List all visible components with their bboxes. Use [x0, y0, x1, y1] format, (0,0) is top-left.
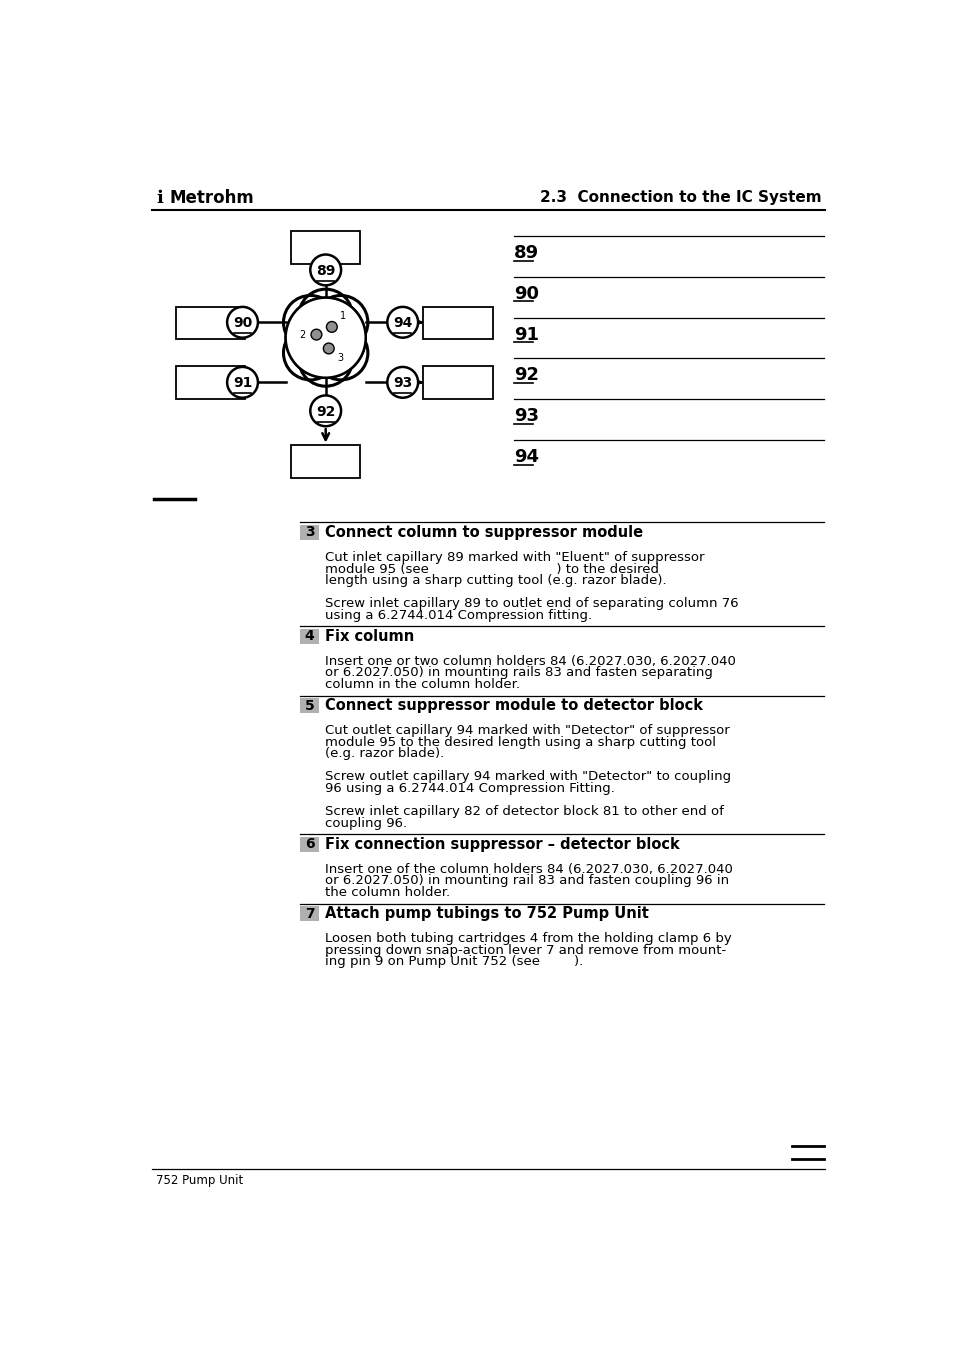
Text: 93: 93: [393, 376, 412, 390]
Text: Screw inlet capillary 82 of detector block 81 to other end of: Screw inlet capillary 82 of detector blo…: [325, 805, 723, 819]
Text: Fix column: Fix column: [325, 630, 414, 644]
Text: coupling 96.: coupling 96.: [325, 816, 407, 830]
Text: 89: 89: [315, 263, 335, 278]
Circle shape: [227, 367, 257, 397]
Text: 91: 91: [514, 326, 538, 343]
FancyBboxPatch shape: [291, 446, 360, 478]
Text: Metrohm: Metrohm: [170, 189, 253, 207]
Circle shape: [387, 307, 417, 338]
Text: 94: 94: [393, 316, 412, 330]
Text: Insert one of the column holders 84 (6.2027.030, 6.2027.040: Insert one of the column holders 84 (6.2…: [325, 863, 732, 875]
Text: 2: 2: [299, 330, 305, 339]
Text: 7: 7: [304, 907, 314, 920]
Text: 6: 6: [304, 838, 314, 851]
Text: 89: 89: [514, 245, 538, 262]
Text: 94: 94: [514, 449, 538, 466]
FancyBboxPatch shape: [300, 628, 318, 644]
Text: module 95 (see                              ) to the desired: module 95 (see ) to the desired: [325, 562, 659, 576]
Text: Cut inlet capillary 89 marked with "Eluent" of suppressor: Cut inlet capillary 89 marked with "Elue…: [325, 551, 703, 563]
Text: 4: 4: [304, 630, 314, 643]
Circle shape: [310, 396, 341, 426]
Circle shape: [285, 297, 365, 378]
Circle shape: [326, 322, 336, 332]
Text: the column holder.: the column holder.: [325, 886, 450, 898]
Text: 2.3  Connection to the IC System: 2.3 Connection to the IC System: [539, 190, 821, 205]
Text: Attach pump tubings to 752 Pump Unit: Attach pump tubings to 752 Pump Unit: [325, 907, 648, 921]
Circle shape: [323, 343, 334, 354]
Text: 752 Pump Unit: 752 Pump Unit: [156, 1174, 243, 1188]
FancyBboxPatch shape: [300, 907, 318, 921]
Text: 93: 93: [514, 407, 538, 426]
Text: Loosen both tubing cartridges 4 from the holding clamp 6 by: Loosen both tubing cartridges 4 from the…: [325, 932, 731, 946]
Circle shape: [310, 254, 341, 285]
FancyBboxPatch shape: [175, 366, 245, 399]
Text: (e.g. razor blade).: (e.g. razor blade).: [325, 747, 444, 761]
Text: Screw inlet capillary 89 to outlet end of separating column 76: Screw inlet capillary 89 to outlet end o…: [325, 597, 738, 611]
Circle shape: [311, 330, 321, 340]
Text: pressing down snap-action lever 7 and remove from mount-: pressing down snap-action lever 7 and re…: [325, 943, 725, 957]
Text: Insert one or two column holders 84 (6.2027.030, 6.2027.040: Insert one or two column holders 84 (6.2…: [325, 655, 735, 667]
Text: 3: 3: [304, 526, 314, 539]
FancyBboxPatch shape: [175, 307, 245, 339]
FancyBboxPatch shape: [291, 231, 360, 263]
Text: 3: 3: [336, 353, 343, 363]
FancyBboxPatch shape: [423, 366, 493, 399]
FancyBboxPatch shape: [423, 307, 493, 339]
Text: Screw outlet capillary 94 marked with "Detector" to coupling: Screw outlet capillary 94 marked with "D…: [325, 770, 730, 784]
Text: 96 using a 6.2744.014 Compression Fitting.: 96 using a 6.2744.014 Compression Fittin…: [325, 782, 614, 794]
Text: using a 6.2744.014 Compression fitting.: using a 6.2744.014 Compression fitting.: [325, 609, 592, 621]
Text: 92: 92: [514, 366, 538, 385]
Text: or 6.2027.050) in mounting rails 83 and fasten separating: or 6.2027.050) in mounting rails 83 and …: [325, 666, 712, 680]
Text: ing pin 9 on Pump Unit 752 (see        ).: ing pin 9 on Pump Unit 752 (see ).: [325, 955, 582, 969]
Text: module 95 to the desired length using a sharp cutting tool: module 95 to the desired length using a …: [325, 736, 715, 748]
Text: Fix connection suppressor – detector block: Fix connection suppressor – detector blo…: [325, 836, 679, 852]
Circle shape: [227, 307, 257, 338]
Text: Connect suppressor module to detector block: Connect suppressor module to detector bl…: [325, 698, 702, 713]
Text: 1: 1: [340, 311, 346, 320]
Text: Cut outlet capillary 94 marked with "Detector" of suppressor: Cut outlet capillary 94 marked with "Det…: [325, 724, 729, 738]
Text: 5: 5: [304, 698, 314, 713]
Text: 92: 92: [315, 404, 335, 419]
FancyBboxPatch shape: [300, 698, 318, 713]
Text: column in the column holder.: column in the column holder.: [325, 678, 519, 690]
Text: or 6.2027.050) in mounting rail 83 and fasten coupling 96 in: or 6.2027.050) in mounting rail 83 and f…: [325, 874, 728, 888]
Circle shape: [387, 367, 417, 397]
Text: Connect column to suppressor module: Connect column to suppressor module: [325, 526, 642, 540]
Text: ℹ: ℹ: [156, 189, 163, 207]
Text: 90: 90: [233, 316, 252, 330]
Text: length using a sharp cutting tool (e.g. razor blade).: length using a sharp cutting tool (e.g. …: [325, 574, 666, 588]
Text: 91: 91: [233, 376, 252, 390]
Text: 90: 90: [514, 285, 538, 303]
Circle shape: [285, 297, 365, 378]
FancyBboxPatch shape: [300, 836, 318, 852]
FancyBboxPatch shape: [300, 524, 318, 540]
